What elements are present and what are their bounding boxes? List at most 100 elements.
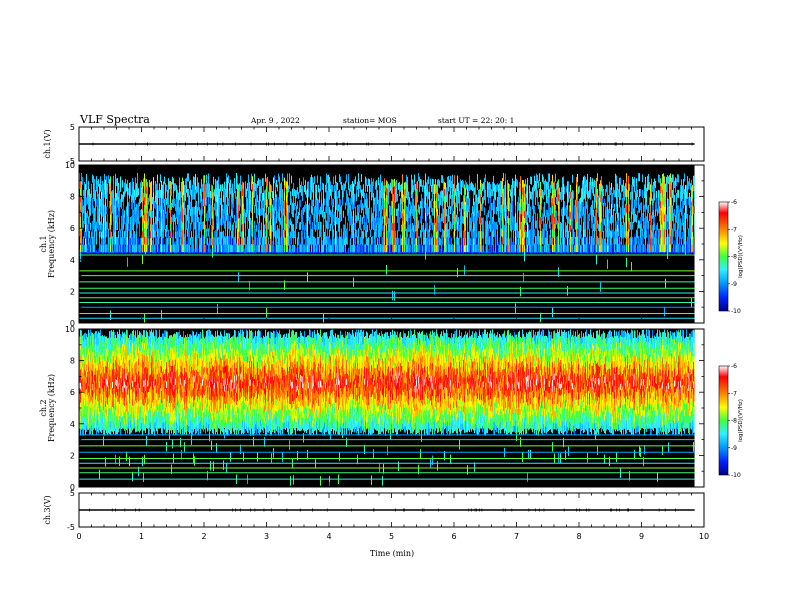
spectrogram-cell (351, 211, 352, 219)
spectrogram-cell (431, 245, 432, 253)
spectrogram-cell (487, 228, 488, 237)
spectrogram-cell (112, 236, 113, 245)
spectrogram-cell (576, 221, 577, 230)
spectrogram-cell (520, 206, 521, 215)
spectrogram-cell (422, 211, 423, 219)
spectrogram-cell (412, 186, 413, 195)
spectrogram-cell (205, 245, 206, 253)
spectrogram-cell (172, 244, 173, 253)
spectrogram-cell (287, 212, 288, 221)
spectrogram-noise (122, 239, 123, 254)
spectrogram-cell (465, 208, 466, 217)
spectrogram-cell (589, 189, 590, 198)
spectrogram-cell (572, 190, 573, 199)
spectrogram-cell (269, 189, 270, 198)
spectrogram-cell (619, 192, 620, 201)
spectrogram-cell (147, 236, 148, 245)
spectrogram-cell (241, 191, 242, 199)
spectrogram-cell (131, 194, 132, 203)
spectrogram-cell (564, 208, 565, 216)
spectrogram-cell (115, 173, 116, 182)
spectrogram-cell (587, 197, 588, 206)
spectrogram-cell (602, 198, 603, 206)
spectrogram-cell (176, 211, 177, 219)
spectrogram-cell (390, 228, 391, 237)
spectrogram-cell (383, 231, 384, 239)
spectrogram-cell (409, 245, 410, 253)
spectrogram-cell (152, 231, 153, 239)
spectrogram-cell (362, 231, 363, 239)
spectrogram-cell (558, 222, 559, 231)
spectrogram-cell (80, 209, 81, 217)
spectrogram-cell (370, 229, 371, 238)
spectrogram-cell (269, 181, 270, 190)
spectrogram-cell (457, 236, 458, 245)
spectrogram-cell (545, 215, 546, 224)
spectrogram-cell (331, 218, 332, 226)
spectrogram-cell (353, 190, 354, 198)
spectrogram-cell (576, 184, 577, 193)
spectrogram-cell (326, 244, 327, 253)
spectrogram-cell (404, 196, 405, 204)
spectrogram-cell (506, 238, 507, 246)
spectrogram-cell (406, 174, 407, 183)
spectrogram-cell (429, 245, 430, 253)
spectrogram-cell (105, 230, 106, 238)
spectrogram-cell (382, 195, 383, 203)
spectrogram-cell (317, 228, 318, 237)
spectrogram-cell (129, 228, 130, 237)
spectrogram-cell (166, 184, 167, 192)
spectrogram-cell (478, 238, 479, 246)
spectrogram-cell (540, 216, 541, 225)
spectrogram-cell (310, 214, 311, 223)
spectrogram-cell (217, 237, 218, 245)
spectrogram-cell (525, 201, 526, 209)
spectrogram-cell (138, 202, 139, 210)
spectrogram-cell (478, 210, 479, 218)
spectrogram-cell (617, 183, 618, 191)
y-tick-label: -5 (67, 157, 75, 166)
spectrogram-cell (415, 224, 416, 232)
spectrogram-cell (371, 185, 372, 193)
spectrogram-cell (290, 218, 291, 226)
spectrogram-cell (235, 244, 236, 253)
spectrogram-cell (587, 205, 588, 214)
spectrogram-noise (577, 251, 578, 254)
spectrogram-cell (367, 205, 368, 213)
spectrogram-cell (484, 207, 485, 216)
spectrogram-cell (597, 220, 598, 229)
spectrogram-cell (81, 173, 82, 182)
spectrogram-cell (221, 225, 222, 233)
spectrogram-cell (493, 183, 494, 192)
spectrogram-cell (366, 222, 367, 231)
spectrogram-cell (260, 237, 261, 245)
spectrogram-cell (652, 211, 653, 219)
spectrogram-cell (197, 184, 198, 193)
spectrogram-cell (217, 208, 218, 217)
spectrogram-cell (546, 188, 547, 196)
spectrogram-cell (432, 208, 433, 216)
spectrogram-cell (224, 212, 225, 221)
spectrogram-cell (641, 202, 642, 210)
spectrogram-noise (198, 248, 199, 254)
spectrogram-cell (227, 199, 228, 208)
spectrogram-cell (624, 244, 625, 253)
spectrogram-cell (344, 238, 345, 246)
spectrogram-cell (173, 215, 174, 223)
spectrogram-cell (661, 231, 662, 239)
spectrogram-cell (301, 244, 302, 253)
spectrogram-cell (391, 200, 392, 209)
spectrogram-cell (240, 183, 241, 192)
spectrogram-cell (480, 230, 481, 238)
spectrogram-cell (212, 192, 213, 199)
spectrogram-cell (495, 185, 496, 193)
spectrogram-cell (633, 215, 634, 224)
spectrogram-cell (666, 176, 667, 185)
spectrogram-cell (473, 218, 474, 226)
spectrogram-cell (391, 186, 392, 194)
spectrogram-cell (389, 238, 390, 246)
spectrogram-cell (585, 177, 586, 185)
spectrogram-cell (162, 231, 163, 239)
spectrogram-cell (192, 244, 193, 253)
spectrogram-cell (258, 237, 259, 245)
